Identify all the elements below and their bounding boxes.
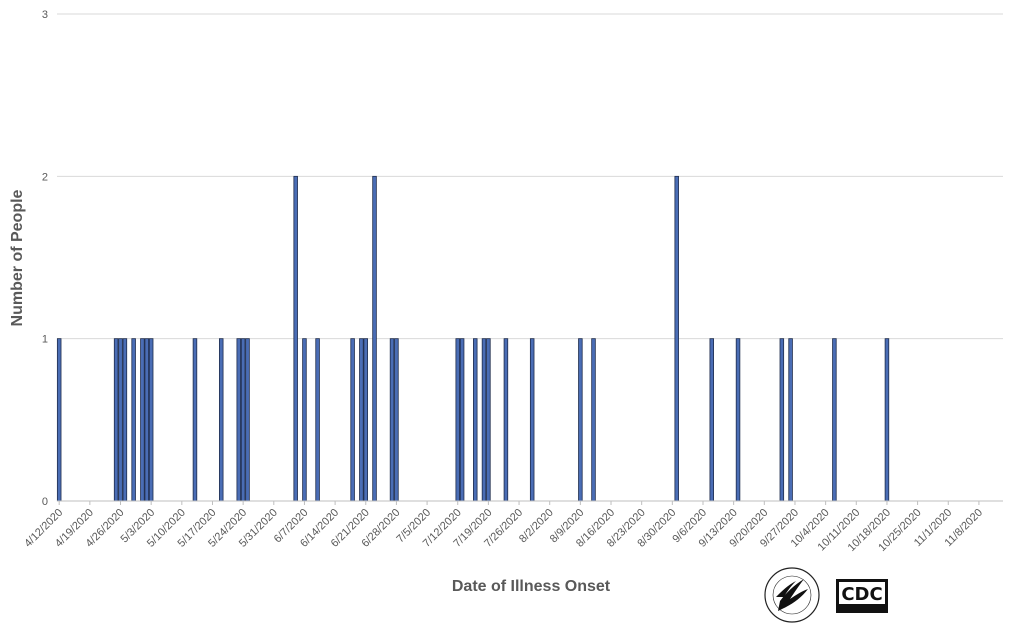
bar: [218, 338, 224, 502]
bar: [473, 338, 478, 502]
x-axis-ticks: 4/12/20204/19/20204/26/20205/3/20205/10/…: [22, 501, 985, 554]
bar: [140, 338, 145, 502]
bar: [591, 338, 596, 502]
cdc-logo-icon: CDC: [836, 579, 888, 621]
bar: [350, 338, 355, 502]
bar: [236, 338, 241, 502]
bar: [148, 338, 154, 502]
y-axis-title: Number of People: [9, 189, 26, 326]
bar: [192, 338, 198, 502]
bar: [56, 338, 62, 502]
cdc-logo-text: CDC: [841, 584, 882, 605]
bar: [372, 175, 377, 502]
hhs-seal-icon: [764, 567, 820, 623]
bar: [245, 338, 250, 502]
bar: [240, 338, 246, 502]
bar: [118, 338, 123, 502]
bar: [674, 175, 679, 502]
bar: [315, 338, 320, 502]
bar: [455, 338, 460, 502]
bar: [394, 338, 399, 502]
bar: [113, 338, 119, 502]
bar: [788, 338, 793, 502]
y-axis-ticks: 0 1 2 3: [42, 9, 48, 508]
bar: [144, 338, 150, 502]
x-axis-title: Date of Illness Onset: [452, 578, 611, 595]
bar: [481, 338, 487, 502]
bar: [363, 338, 369, 502]
bar: [459, 338, 465, 502]
bar: [486, 338, 491, 502]
y-tick-label: 0: [42, 496, 48, 508]
bar: [122, 338, 128, 502]
bar: [832, 338, 837, 502]
bar: [884, 338, 890, 502]
bar: [503, 338, 509, 502]
gridlines: [57, 13, 1003, 340]
bar: [779, 338, 785, 502]
bar: [578, 338, 583, 502]
bar: [529, 338, 535, 502]
y-tick-label: 2: [42, 171, 48, 183]
bar: [709, 338, 714, 502]
bar: [302, 338, 307, 502]
bar: [389, 338, 395, 502]
bar: [293, 175, 298, 502]
bar: [735, 338, 741, 502]
bar: [131, 338, 136, 502]
y-tick-label: 1: [42, 334, 48, 346]
bar: [359, 338, 364, 502]
y-tick-label: 3: [42, 9, 48, 21]
